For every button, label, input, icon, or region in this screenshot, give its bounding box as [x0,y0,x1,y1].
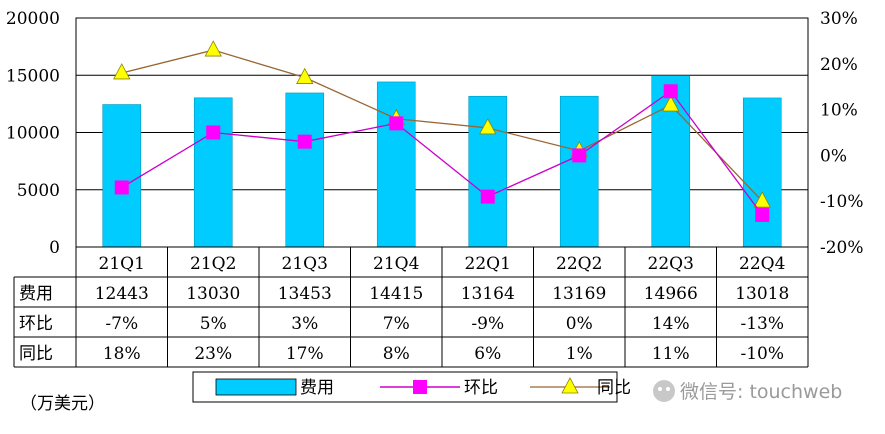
line-series [113,40,771,222]
line-triangle [121,49,763,202]
legend-label-yoy: 同比 [597,378,631,398]
wechat-icon [653,380,675,402]
table-cell: -9% [471,314,504,334]
legend: 费用 环比 同比 [192,371,631,403]
table-cell: 12443 [95,284,149,304]
category-label: 22Q4 [739,254,785,274]
category-label: 22Q3 [648,254,694,274]
table-cell: 14% [652,314,690,334]
point-qoq [755,207,770,222]
right-axis-tick-label: -10% [820,192,864,212]
category-label: 21Q1 [99,254,145,274]
left-axis-tick-label: 15000 [6,66,60,86]
table-cell: 18% [103,344,141,364]
table-cell: 6% [474,344,501,364]
point-qoq [206,125,221,140]
left-axis-tick-label: 20000 [6,9,60,29]
table-cell: 8% [383,344,410,364]
bar-fee [376,81,416,248]
wechat-icon-eye-left [658,387,662,391]
table-cell: 7% [383,314,410,334]
category-label: 21Q2 [190,254,236,274]
left-axis-tick-label: 5000 [17,181,60,201]
legend-label-fee: 费用 [300,378,334,398]
point-qoq [297,134,312,149]
category-label: 21Q3 [282,254,328,274]
table-cell: 13018 [735,284,789,304]
legend-marker-qoq [413,380,427,394]
table-cell: 17% [286,344,324,364]
unit-note: （万美元） [20,394,105,414]
table-cell: 11% [652,344,690,364]
table-cell: -10% [740,344,784,364]
table-cell: -7% [105,314,138,334]
point-qoq [663,84,678,99]
point-yoy [204,40,222,57]
right-axis-tick-label: 0% [820,146,847,166]
watermark-text: 微信号: touchweb [680,381,842,403]
table-row-label: 同比 [19,344,53,364]
category-label: 22Q1 [465,254,511,274]
legend-swatch-fee [215,378,297,396]
watermark: 微信号: touchweb [653,380,842,403]
bar-series [102,75,782,248]
table-cell: 14966 [644,284,698,304]
right-axis-tick-label: -20% [820,238,864,258]
table-cell: 0% [566,314,593,334]
table-cell: 13169 [552,284,606,304]
point-yoy [662,95,680,112]
point-yoy [753,191,771,208]
table-cell: 14415 [369,284,423,304]
category-label: 21Q4 [373,254,419,274]
wechat-icon-eye-right [666,387,670,391]
bar-fee [742,97,782,248]
table-cell: 1% [566,344,593,364]
legend-label-qoq: 环比 [464,378,498,398]
right-axis-tick-label: 30% [820,9,858,29]
table-cell: 13030 [186,284,240,304]
table-cell: -13% [740,314,784,334]
point-qoq [389,116,404,131]
gridlines [76,74,808,191]
table-cell: 3% [291,314,318,334]
table-row-label: 费用 [19,284,53,304]
point-qoq [572,148,587,163]
bar-fee [193,97,233,248]
point-yoy [113,63,131,80]
point-yoy [479,118,497,135]
table-cell: 13453 [278,284,332,304]
bar-fee [285,92,325,248]
point-qoq [480,189,495,204]
data-table: 21Q1 21Q2 21Q3 21Q4 22Q1 22Q2 22Q3 22Q4 费用 12443 1… [13,246,809,368]
bar-fee [102,104,142,248]
line-square [121,90,763,216]
table-row-label: 环比 [19,314,53,334]
right-axis-tick-label: 10% [820,101,858,121]
bar-fee [559,95,599,248]
point-yoy [296,67,314,84]
table-cell: 5% [200,314,227,334]
left-axis-tick-label: 0 [49,238,60,258]
table-cell: 13164 [461,284,515,304]
point-qoq [114,180,129,195]
legend-marker-yoy [561,377,579,394]
left-axis-tick-label: 10000 [6,124,60,144]
right-axis-tick-label: 20% [820,55,858,75]
table-cell: 23% [194,344,232,364]
category-label: 22Q2 [556,254,602,274]
